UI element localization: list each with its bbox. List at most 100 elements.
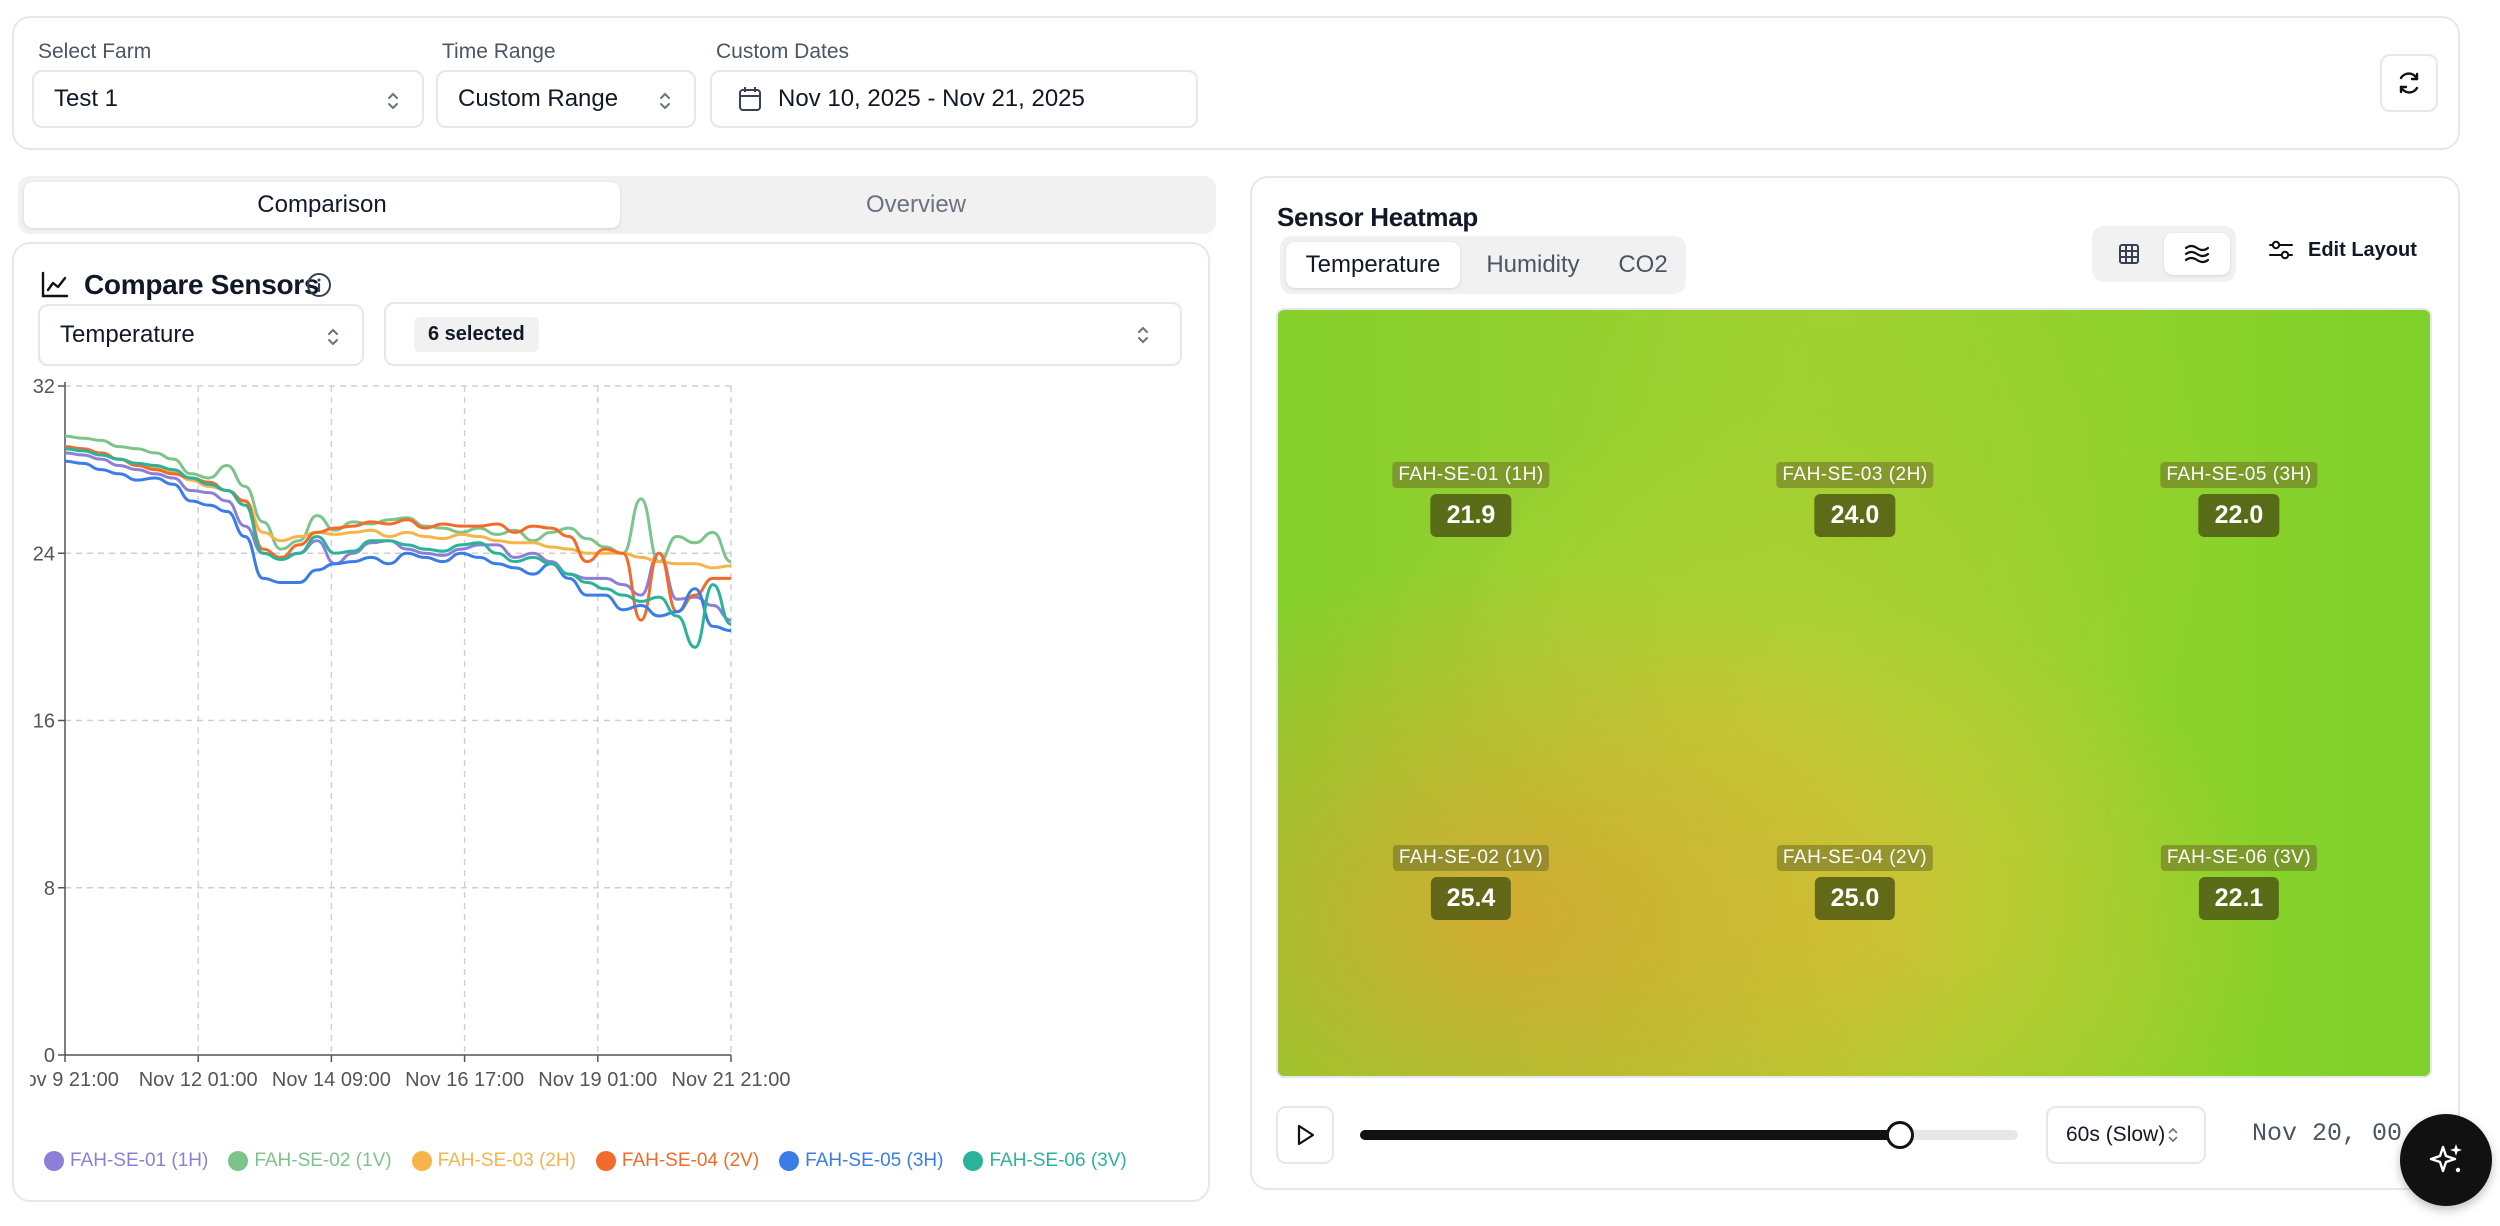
heatmap-sensor[interactable]: FAH-SE-03 (2H) 24.0 xyxy=(1776,462,1934,537)
sensor-name: FAH-SE-01 (1H) xyxy=(1392,462,1550,488)
calendar-icon xyxy=(739,87,761,111)
heatmap-sensor[interactable]: FAH-SE-04 (2V) 25.0 xyxy=(1776,845,1934,920)
playback-slider-thumb[interactable] xyxy=(1885,1121,1914,1149)
series-line xyxy=(64,445,731,622)
sensor-value: 24.0 xyxy=(1814,494,1896,537)
chevron-updown-icon xyxy=(2168,1127,2178,1143)
x-tick-label: Nov 12 01:00 xyxy=(139,1069,258,1091)
refresh-icon xyxy=(2399,72,2419,94)
heatmap-title: Sensor Heatmap xyxy=(1277,202,1478,232)
legend-item[interactable]: FAH-SE-03 (2H) xyxy=(411,1150,576,1172)
legend-swatch xyxy=(595,1151,616,1171)
tab-comparison[interactable]: Comparison xyxy=(24,182,620,228)
sliders-icon xyxy=(2269,240,2293,260)
compare-sensors-card xyxy=(12,242,1210,1202)
legend-label: FAH-SE-03 (2H) xyxy=(437,1150,576,1171)
y-tick-label: 24 xyxy=(33,543,55,565)
series-line xyxy=(64,447,732,649)
chevron-updown-icon xyxy=(328,328,338,346)
date-range-value: Nov 10, 2025 - Nov 21, 2025 xyxy=(778,85,1085,112)
legend-item[interactable]: FAH-SE-05 (3H) xyxy=(779,1150,943,1172)
playback-time: Nov 20, 00:0 xyxy=(2252,1119,2408,1148)
playback-progress xyxy=(1360,1130,1900,1140)
metric-select-value: Temperature xyxy=(60,321,195,348)
grid-icon xyxy=(2119,244,2139,264)
series-line xyxy=(64,451,732,622)
legend-swatch xyxy=(779,1151,800,1171)
sensor-name: FAH-SE-02 (1V) xyxy=(1392,845,1550,871)
sparkles-icon xyxy=(2429,1144,2462,1173)
legend-label: FAH-SE-01 (1H) xyxy=(70,1150,209,1171)
play-icon xyxy=(1297,1124,1315,1146)
heatmap-metric-tabs: Temperature Humidity CO2 xyxy=(1280,236,1686,294)
x-tick-label: Nov 21 21:00 xyxy=(672,1069,791,1091)
y-tick-label: 8 xyxy=(44,878,55,900)
refresh-button[interactable] xyxy=(2380,54,2438,112)
custom-dates-label: Custom Dates xyxy=(716,40,850,63)
legend-label: FAH-SE-02 (1V) xyxy=(254,1150,392,1171)
legend-item[interactable]: FAH-SE-01 (1H) xyxy=(44,1150,208,1172)
sensor-value: 25.0 xyxy=(1814,877,1896,920)
time-range-select[interactable]: Custom Range xyxy=(436,70,696,128)
heatmap-canvas: FAH-SE-01 (1H) 21.9 FAH-SE-03 (2H) 24.0 … xyxy=(1276,308,2432,1078)
sensor-name: FAH-SE-05 (3H) xyxy=(2160,462,2318,488)
playback-slider[interactable] xyxy=(1360,1121,2018,1149)
sensor-name: FAH-SE-04 (2V) xyxy=(1776,845,1934,871)
grid-view-button[interactable] xyxy=(2098,233,2160,275)
time-range-label: Time Range xyxy=(442,40,556,63)
y-tick-label: 0 xyxy=(44,1045,55,1067)
heatmap-sensor[interactable]: FAH-SE-06 (3V) 22.1 xyxy=(2160,845,2318,920)
series-line xyxy=(64,459,732,633)
y-tick-label: 16 xyxy=(33,711,55,733)
sensor-name: FAH-SE-03 (2H) xyxy=(1776,462,1934,488)
farm-label: Select Farm xyxy=(38,40,152,63)
heatmap-view-button[interactable] xyxy=(2164,233,2230,275)
x-tick-label: Nov 16 17:00 xyxy=(405,1069,524,1091)
heatmap-sensor[interactable]: FAH-SE-01 (1H) 21.9 xyxy=(1392,462,1550,537)
tab-temperature[interactable]: Temperature xyxy=(1286,242,1460,288)
line-chart-icon xyxy=(41,271,69,298)
view-tabs: Comparison Overview xyxy=(18,176,1216,234)
legend-item[interactable]: FAH-SE-04 (2V) xyxy=(595,1150,760,1172)
tab-co2[interactable]: CO2 xyxy=(1618,251,1668,278)
heatmap-sensor[interactable]: FAH-SE-05 (3H) 22.0 xyxy=(2160,462,2318,537)
edit-layout-label: Edit Layout xyxy=(2308,238,2417,261)
y-tick-label: 32 xyxy=(33,376,55,398)
x-tick-label: Nov 19 01:00 xyxy=(538,1069,657,1091)
chevron-updown-icon xyxy=(660,92,670,110)
selected-count-badge: 6 selected xyxy=(414,316,539,352)
tab-humidity[interactable]: Humidity xyxy=(1486,251,1580,278)
playback-speed-value: 60s (Slow) xyxy=(2066,1123,2166,1146)
legend-swatch xyxy=(411,1151,432,1171)
x-tick-label: Nov 14 09:00 xyxy=(272,1069,391,1091)
legend-label: FAH-SE-04 (2V) xyxy=(621,1150,760,1171)
sensor-name: FAH-SE-06 (3V) xyxy=(2160,845,2318,871)
info-icon[interactable] xyxy=(306,272,332,298)
play-button[interactable] xyxy=(1276,1106,1334,1164)
edit-layout-button[interactable]: Edit Layout xyxy=(2268,238,2417,262)
legend-swatch xyxy=(228,1151,249,1171)
farm-select-value: Test 1 xyxy=(54,85,119,112)
heatmap-sensor[interactable]: FAH-SE-02 (1V) 25.4 xyxy=(1392,845,1550,920)
sensor-comparison-chart: 0 8 16 24 32 Nov 9 21:00 Nov 12 01:00 Nov 14 09… xyxy=(30,376,791,1091)
sensor-value: 25.4 xyxy=(1430,877,1512,920)
farm-select[interactable]: Test 1 xyxy=(32,70,424,128)
legend-swatch xyxy=(44,1151,64,1171)
x-tick-label: Nov 9 21:00 xyxy=(30,1069,119,1091)
waves-icon xyxy=(2184,244,2210,264)
time-range-value: Custom Range xyxy=(458,85,619,112)
sensor-multiselect[interactable]: 6 selected xyxy=(384,302,1182,366)
sensor-value: 22.0 xyxy=(2198,494,2280,537)
legend-item[interactable]: FAH-SE-02 (1V) xyxy=(228,1150,392,1172)
chevron-updown-icon xyxy=(1138,326,1148,344)
playback-speed-select[interactable]: 60s (Slow) xyxy=(2046,1106,2206,1164)
tab-overview[interactable]: Overview xyxy=(865,191,967,218)
ai-assistant-button[interactable] xyxy=(2400,1114,2492,1206)
sensor-value: 21.9 xyxy=(1430,494,1512,537)
legend-swatch xyxy=(963,1151,984,1171)
metric-select[interactable]: Temperature xyxy=(38,304,364,366)
date-range-picker[interactable]: Nov 10, 2025 - Nov 21, 2025 xyxy=(710,70,1198,128)
chart-legend: FAH-SE-01 (1H) FAH-SE-02 (1V) FAH-SE-03 … xyxy=(44,1150,1127,1172)
legend-item[interactable]: FAH-SE-06 (3V) xyxy=(963,1150,1127,1172)
legend-label: FAH-SE-05 (3H) xyxy=(805,1150,944,1171)
